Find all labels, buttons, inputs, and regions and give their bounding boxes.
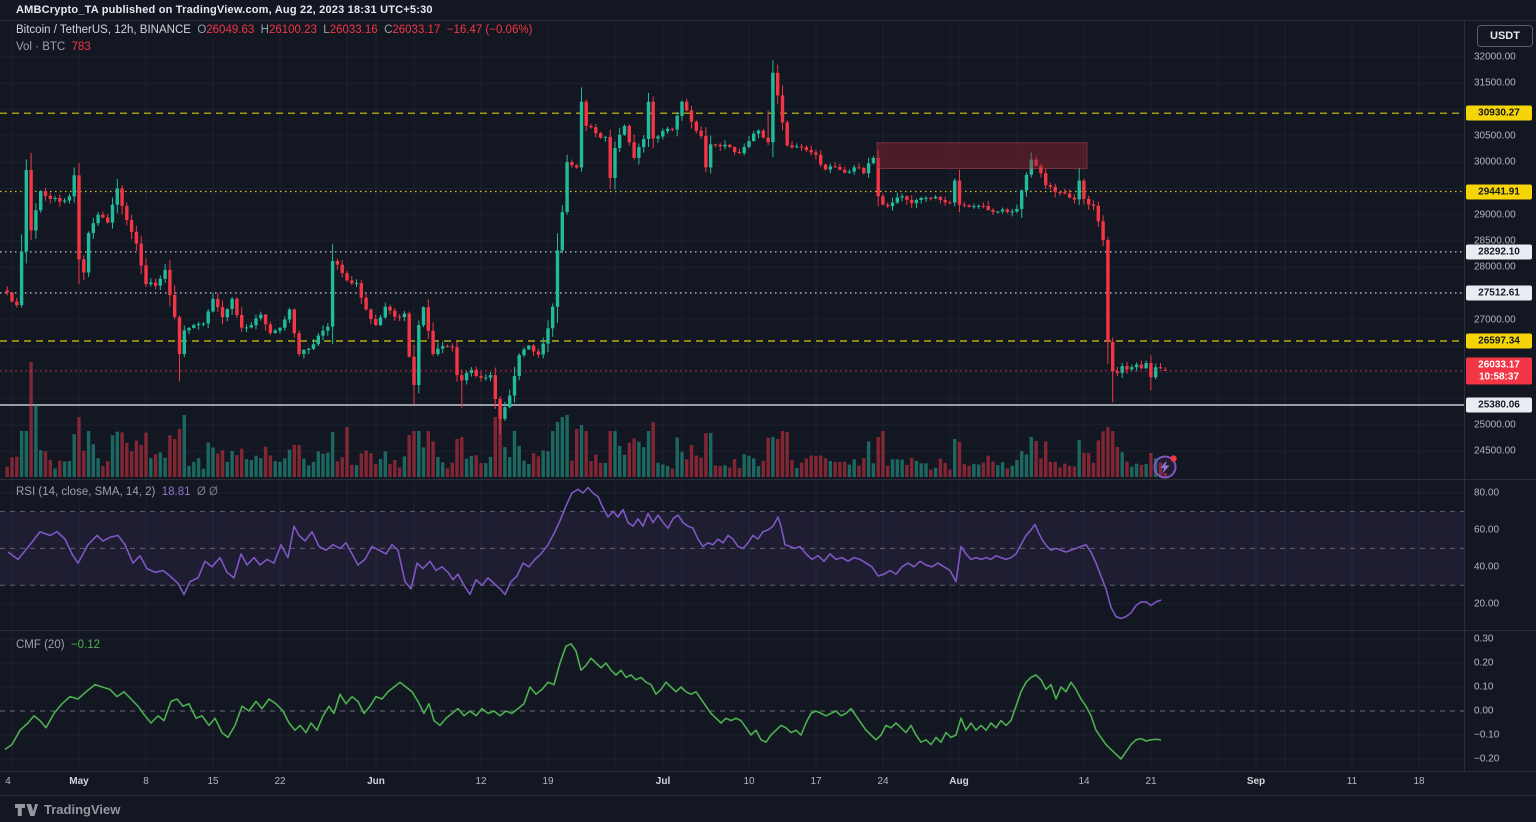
low-value: 26033.16 xyxy=(329,24,378,36)
price-axis-tick: 28500.00 xyxy=(1474,235,1516,247)
open-label: O xyxy=(197,24,207,36)
price-axis-tick: 30500.00 xyxy=(1474,130,1516,142)
time-axis-tick: 18 xyxy=(1413,776,1425,787)
price-axis-tick: 0.10 xyxy=(1474,681,1494,693)
time-axis-tick: 22 xyxy=(274,776,286,787)
level-price-label: 27512.61 xyxy=(1466,285,1532,301)
time-axis-tick: 21 xyxy=(1145,776,1157,787)
price-axis-tick: 27000.00 xyxy=(1474,314,1516,326)
price-axis-tick: 30000.00 xyxy=(1474,156,1516,168)
price-axis-tick: 25000.00 xyxy=(1474,419,1516,431)
price-axis-tick: 0.00 xyxy=(1474,705,1494,717)
time-axis-tick: 11 xyxy=(1346,776,1358,787)
price-axis-tick: 0.30 xyxy=(1474,633,1494,645)
high-value: 26100.23 xyxy=(268,24,317,36)
time-axis-tick: Sep xyxy=(1246,776,1266,787)
flash-event-icon[interactable] xyxy=(1151,452,1179,480)
time-axis-tick: 24 xyxy=(877,776,889,787)
cmf-label: CMF (20) xyxy=(16,639,65,651)
time-axis-tick: Jun xyxy=(367,776,385,787)
tradingview-logo-icon[interactable] xyxy=(14,802,38,817)
time-axis-tick: Aug xyxy=(949,776,969,787)
level-price-label: 28292.10 xyxy=(1466,244,1532,260)
time-axis-tick: 17 xyxy=(810,776,822,787)
time-axis-tick: 8 xyxy=(143,776,149,787)
rsi-ma-values: Ø Ø xyxy=(196,486,218,498)
level-price-label: 25380.06 xyxy=(1466,397,1532,413)
price-axis-tick: 80.00 xyxy=(1474,487,1500,499)
symbol-legend-row[interactable]: Bitcoin / TetherUS, 12h, BINANCE O26049.… xyxy=(16,24,532,36)
price-axis-tick: −0.10 xyxy=(1474,729,1500,741)
price-axis-tick: 29000.00 xyxy=(1474,209,1516,221)
volume-value: 783 xyxy=(71,41,91,53)
currency-toggle-button[interactable]: USDT xyxy=(1477,25,1533,47)
publish-bar: AMBCrypto_TA published on TradingView.co… xyxy=(0,0,1536,20)
price-axis-tick: 0.20 xyxy=(1474,657,1494,669)
notification-dot xyxy=(1170,455,1177,462)
price-axis-tick: 40.00 xyxy=(1474,561,1500,573)
price-axis-tick: 31500.00 xyxy=(1474,77,1516,89)
tradingview-wordmark[interactable]: TradingView xyxy=(44,801,121,817)
low-label: L xyxy=(323,24,330,36)
high-label: H xyxy=(260,24,269,36)
level-price-label: 26597.34 xyxy=(1466,333,1532,349)
close-label: C xyxy=(384,24,393,36)
current-price-label: 26033.17 10:58:37 xyxy=(1466,357,1532,385)
time-axis-tick: Jul xyxy=(655,776,671,787)
level-price-label: 29441.91 xyxy=(1466,184,1532,200)
close-value: 26033.17 xyxy=(392,24,441,36)
change-value: −16.47 (−0.06%) xyxy=(446,24,533,36)
symbol-title: Bitcoin / TetherUS, 12h, BINANCE xyxy=(16,24,191,36)
time-axis-tick: 14 xyxy=(1078,776,1090,787)
price-axis-tick: −0.20 xyxy=(1474,753,1500,765)
publish-text: AMBCrypto_TA published on TradingView.co… xyxy=(16,4,433,16)
lightning-bolt-icon xyxy=(1160,460,1170,474)
level-price-label: 30930.27 xyxy=(1466,105,1532,121)
price-axis-tick: 20.00 xyxy=(1474,598,1500,610)
time-axis-tick: 10 xyxy=(743,776,755,787)
time-axis-tick: 4 xyxy=(5,776,11,787)
cmf-legend-row[interactable]: CMF (20) −0.12 xyxy=(16,639,100,651)
price-axis-tick: 32000.00 xyxy=(1474,51,1516,63)
time-axis-tick: 12 xyxy=(475,776,487,787)
volume-label: Vol · BTC xyxy=(16,41,66,53)
price-axis-tick: 60.00 xyxy=(1474,524,1500,536)
time-axis-tick: 15 xyxy=(207,776,219,787)
rsi-legend-row[interactable]: RSI (14, close, SMA, 14, 2) 18.81 Ø Ø xyxy=(16,486,218,498)
time-axis-tick: May xyxy=(69,776,89,787)
rsi-label: RSI (14, close, SMA, 14, 2) xyxy=(16,486,156,498)
price-axis-tick: 28000.00 xyxy=(1474,261,1516,273)
cmf-value: −0.12 xyxy=(70,639,101,651)
time-axis-tick: 19 xyxy=(542,776,554,787)
price-axis-tick: 24500.00 xyxy=(1474,445,1516,457)
rsi-value: 18.81 xyxy=(161,486,191,498)
footer-bar: TradingView xyxy=(0,796,1536,822)
volume-legend-row[interactable]: Vol · BTC 783 xyxy=(16,41,91,53)
open-value: 26049.63 xyxy=(206,24,255,36)
